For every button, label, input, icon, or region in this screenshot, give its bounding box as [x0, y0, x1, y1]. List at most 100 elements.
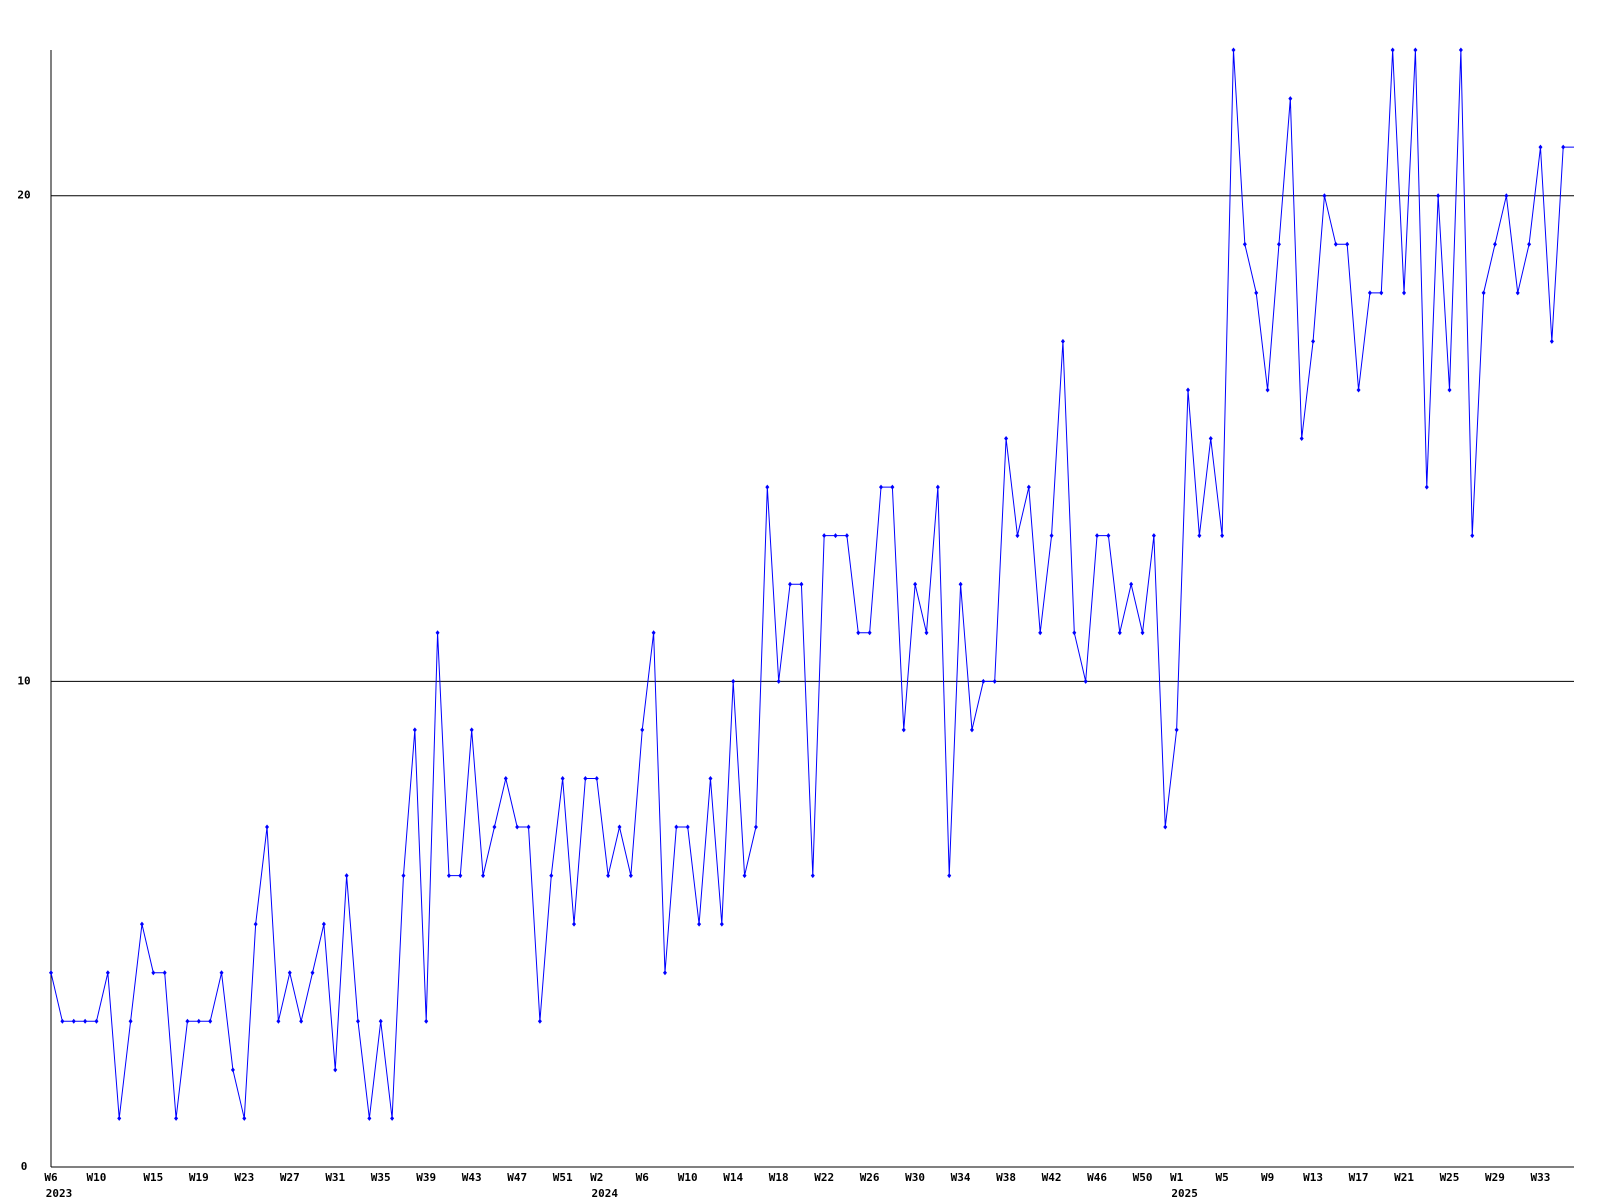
point — [924, 630, 929, 636]
point — [185, 1018, 190, 1024]
point — [287, 970, 292, 976]
point — [1288, 96, 1293, 102]
y-tick-label: 0 — [21, 1160, 28, 1173]
point — [1311, 338, 1316, 344]
point — [208, 1018, 213, 1024]
point — [1413, 47, 1418, 53]
point — [833, 533, 838, 539]
point — [1345, 241, 1350, 247]
point — [583, 775, 588, 781]
point — [1458, 47, 1463, 53]
point — [549, 873, 554, 879]
point — [594, 775, 599, 781]
point — [344, 873, 349, 879]
x-tick-label: W23 — [234, 1171, 254, 1184]
point — [856, 630, 861, 636]
point — [1197, 533, 1202, 539]
point — [1083, 678, 1088, 684]
point — [1242, 241, 1247, 247]
point — [310, 970, 315, 976]
point — [1049, 533, 1054, 539]
point — [276, 1018, 281, 1024]
point — [526, 824, 531, 830]
point — [219, 970, 224, 976]
x-tick-label: W51 — [553, 1171, 573, 1184]
x-tick-label: W42 — [1042, 1171, 1062, 1184]
point — [572, 921, 577, 927]
x-tick-label: W29 — [1485, 1171, 1505, 1184]
x-tick-label: W30 — [905, 1171, 925, 1184]
x-tick-label: W50 — [1133, 1171, 1153, 1184]
point — [651, 630, 656, 636]
point — [1402, 290, 1407, 296]
point — [1117, 630, 1122, 636]
point — [515, 824, 520, 830]
point — [196, 1018, 201, 1024]
point — [1322, 193, 1327, 199]
point — [1140, 630, 1145, 636]
point — [1186, 387, 1190, 393]
point — [719, 921, 724, 927]
point — [799, 581, 804, 587]
point — [458, 873, 463, 879]
point — [810, 873, 815, 879]
point — [879, 484, 884, 490]
x-tick-label: W34 — [951, 1171, 971, 1184]
point — [355, 1018, 360, 1024]
point — [49, 970, 53, 976]
point — [935, 484, 940, 490]
x-tick-label: W10 — [87, 1171, 107, 1184]
point — [412, 727, 417, 733]
point — [1095, 533, 1100, 539]
x-tick-label: W35 — [371, 1171, 391, 1184]
point — [1561, 144, 1566, 150]
point — [60, 1018, 65, 1024]
point — [321, 921, 326, 927]
point — [867, 630, 872, 636]
point — [253, 921, 258, 927]
point — [1356, 387, 1361, 393]
point — [151, 970, 156, 976]
point — [446, 873, 451, 879]
point — [299, 1018, 304, 1024]
point — [537, 1018, 542, 1024]
point — [333, 1067, 338, 1073]
line-series — [50, 49, 1564, 1119]
x-tick-label: W14 — [723, 1171, 743, 1184]
point — [94, 1018, 99, 1024]
point — [83, 1018, 88, 1024]
point — [1390, 47, 1395, 53]
point — [1470, 533, 1475, 539]
point — [1004, 436, 1009, 442]
point — [1504, 193, 1509, 199]
point — [401, 873, 406, 879]
point — [1265, 387, 1270, 393]
point — [788, 581, 793, 587]
point — [731, 678, 736, 684]
x-tick-label: W38 — [996, 1171, 1016, 1184]
point — [1208, 436, 1213, 442]
point — [947, 873, 952, 879]
x-tick-label: W31 — [325, 1171, 345, 1184]
point — [492, 824, 497, 830]
point — [481, 873, 486, 879]
y-tick-label: 20 — [17, 189, 30, 202]
point — [674, 824, 679, 830]
point — [117, 1115, 122, 1121]
point — [742, 873, 747, 879]
point — [708, 775, 713, 781]
x-tick-label: W2 — [590, 1171, 603, 1184]
point — [1527, 241, 1532, 247]
point — [606, 873, 611, 879]
point — [685, 824, 690, 830]
y-tick-label: 10 — [17, 674, 30, 687]
x-tick-label: W9 — [1261, 1171, 1274, 1184]
x-tick-label: W6 — [636, 1171, 650, 1184]
point — [628, 873, 633, 879]
point — [71, 1018, 76, 1024]
point — [776, 678, 781, 684]
x-tick-label: W18 — [769, 1171, 789, 1184]
point — [1163, 824, 1168, 830]
x-tick-label: W19 — [189, 1171, 209, 1184]
